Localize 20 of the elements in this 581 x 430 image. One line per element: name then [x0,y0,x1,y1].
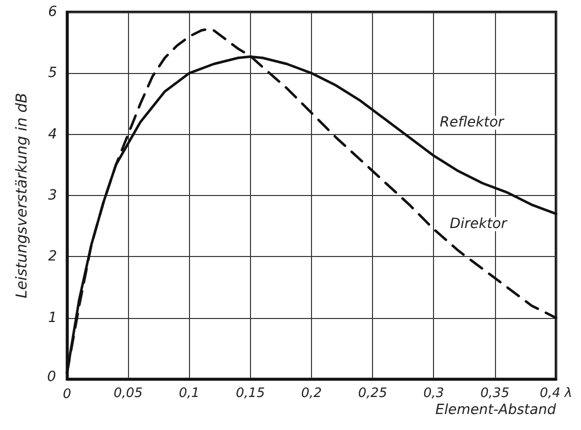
series-label: Direktor [450,216,508,232]
x-axis-title: Element-Abstand [435,402,556,418]
x-tick-label: 0 [62,387,72,402]
y-tick-label: 1 [48,310,57,326]
y-tick-label: 2 [48,248,58,265]
x-tick-label: 0,3 [423,386,444,401]
x-tick-label: 0,35 [480,386,510,401]
series-label: Reflektor [440,114,505,131]
x-tick-label: 0,2 [301,386,322,401]
y-tick-label: 4 [48,126,57,142]
x-tick-label: 0,15 [236,386,265,401]
x-tick-label: 0,4 λ [540,386,572,401]
y-tick-label: 0 [47,369,56,385]
y-tick-label: 3 [48,188,57,204]
y-tick-label: 5 [48,65,58,82]
y-axis-title: Leistungsverstärkung in dB [12,92,30,298]
x-tick-label: 0,1 [178,386,200,401]
x-tick-label: 0,05 [114,386,143,401]
x-tick-label: 0,25 [358,386,388,401]
y-tick-label: 6 [48,4,58,20]
